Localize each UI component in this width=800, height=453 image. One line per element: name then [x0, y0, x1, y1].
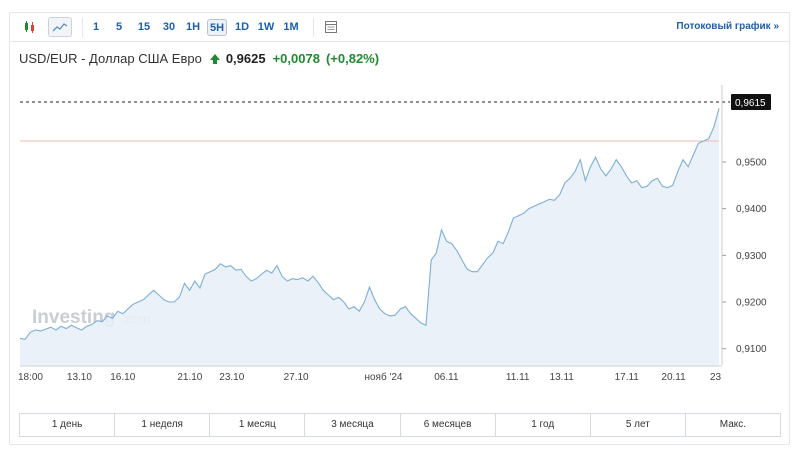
range-button[interactable]: 5 лет — [591, 414, 686, 436]
last-price-badge-label: 0,9615 — [735, 98, 766, 109]
timeframe-1w[interactable]: 1W — [257, 21, 275, 33]
timeframe-1m[interactable]: 1M — [283, 21, 299, 33]
toolbar-separator — [313, 18, 314, 37]
x-tick-label: 11.11 — [506, 372, 530, 383]
y-tick-label: 0,9100 — [736, 344, 767, 355]
last-price-badge: 0,9615 — [731, 94, 771, 110]
x-tick-label: 20.11 — [661, 372, 686, 383]
range-button[interactable]: 1 месяц — [210, 414, 306, 436]
quote-header: USD/EUR - Доллар США Евро 0,9625 +0,0078… — [19, 51, 379, 66]
timeframe-1h[interactable]: 1H — [185, 21, 201, 33]
range-button[interactable]: 6 месяцев — [401, 414, 496, 436]
x-tick-label: 27.10 — [284, 372, 309, 383]
x-tick-label: 13.10 — [67, 372, 92, 383]
timeframe-5h[interactable]: 5H — [207, 19, 227, 36]
area-fill — [20, 108, 719, 366]
range-button[interactable]: 1 год — [496, 414, 591, 436]
timeframe-1[interactable]: 1 — [92, 21, 100, 33]
chart-toolbar: Потоковый график » 1 5 15 30 1H 5H 1D 1W 1M — [10, 13, 789, 42]
timeframe-1d[interactable]: 1D — [234, 21, 250, 33]
x-tick-label: 23 — [710, 372, 722, 383]
table-view-icon[interactable] — [319, 17, 343, 37]
x-tick-label: 13.11 — [550, 372, 575, 383]
x-tick-label: 23.10 — [219, 372, 244, 383]
price-chart[interactable]: Investing.com0,91000,92000,93000,94000,9… — [10, 13, 791, 408]
x-tick-label: нояб '24 — [364, 371, 402, 383]
toolbar-separator — [82, 18, 83, 37]
x-tick-label: 21.10 — [177, 372, 202, 383]
y-tick-label: 0,9200 — [736, 298, 767, 309]
candlestick-chart-icon[interactable] — [18, 17, 42, 37]
price-change: +0,0078 — [272, 51, 320, 66]
timeframe-5[interactable]: 5 — [115, 21, 123, 33]
x-tick-label: 06.11 — [434, 372, 459, 383]
price-change-percent: (+0,82%) — [325, 51, 380, 66]
x-tick-label: 16.10 — [110, 372, 135, 383]
y-tick-label: 0,9300 — [736, 251, 767, 262]
range-selector: 1 день 1 неделя 1 месяц 3 месяца 6 месяцев 1 … — [19, 413, 781, 437]
y-tick-label: 0,9400 — [736, 204, 767, 215]
last-price: 0,9625 — [225, 51, 266, 66]
streaming-chart-link[interactable]: Потоковый график » — [676, 21, 779, 32]
area-chart-icon[interactable] — [48, 17, 72, 37]
y-tick-label: 0,9500 — [736, 158, 767, 169]
pair-name: USD/EUR - Доллар США Евро — [19, 51, 202, 66]
range-button[interactable]: 1 день — [20, 414, 116, 436]
x-tick-label: 17.11 — [615, 372, 640, 383]
timeframe-30[interactable]: 30 — [162, 21, 176, 33]
chart-widget: Потоковый график » 1 5 15 30 1H 5H 1D 1W 1M USD/… — [9, 12, 790, 445]
range-button[interactable]: 1 неделя — [115, 414, 211, 436]
range-button[interactable]: 3 месяца — [305, 414, 401, 436]
timeframe-15[interactable]: 15 — [137, 21, 151, 33]
price-series-line — [19, 108, 720, 340]
range-button[interactable]: Макс. — [719, 419, 747, 430]
x-tick-label: 18:00 — [18, 372, 43, 383]
arrow-up-icon — [209, 53, 220, 64]
